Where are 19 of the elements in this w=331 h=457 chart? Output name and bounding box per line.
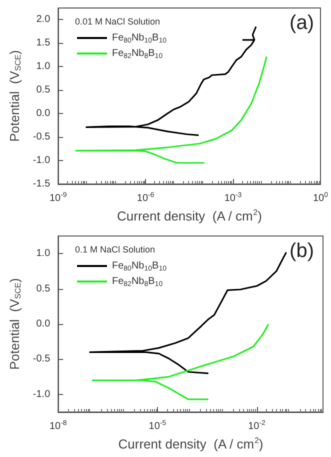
y-tick-label: -1.0 — [32, 155, 51, 166]
annotation: (a) — [290, 12, 314, 34]
y-axis-title: Potential (VSCE) — [7, 278, 22, 370]
y-tick-label: 1.5 — [36, 38, 51, 49]
legend-title: 0.01 M NaCl Solution — [75, 16, 160, 26]
y-axis-title: Potential (VSCE) — [7, 50, 22, 142]
y-tick-label: -0.5 — [32, 354, 51, 365]
y-tick-label: 0.0 — [36, 108, 51, 120]
y-tick-label: 1.0 — [36, 248, 51, 260]
y-tick-label: -1.5 — [32, 178, 51, 190]
y-tick-label: 0.5 — [36, 283, 51, 294]
y-tick-label: 0.0 — [36, 318, 51, 330]
annotation: (b) — [290, 240, 314, 262]
y-tick-label: 2.0 — [36, 14, 51, 26]
legend-title: 0.1 M NaCl Solution — [75, 244, 156, 254]
y-tick-label: -0.5 — [32, 132, 51, 143]
y-tick-label: 1.0 — [36, 61, 51, 72]
y-tick-label: 0.5 — [36, 84, 51, 96]
y-tick-label: -1.0 — [32, 388, 51, 400]
